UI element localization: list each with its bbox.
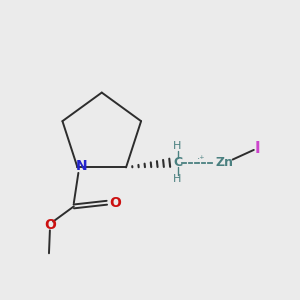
Text: H: H	[173, 141, 182, 151]
Text: O: O	[109, 196, 121, 210]
Text: Zn: Zn	[216, 156, 234, 169]
Text: H: H	[173, 174, 182, 184]
Text: O: O	[44, 218, 56, 232]
Text: C: C	[173, 156, 182, 169]
Text: I: I	[255, 141, 261, 156]
Text: :⁺: :⁺	[196, 155, 205, 165]
Text: N: N	[76, 158, 88, 172]
